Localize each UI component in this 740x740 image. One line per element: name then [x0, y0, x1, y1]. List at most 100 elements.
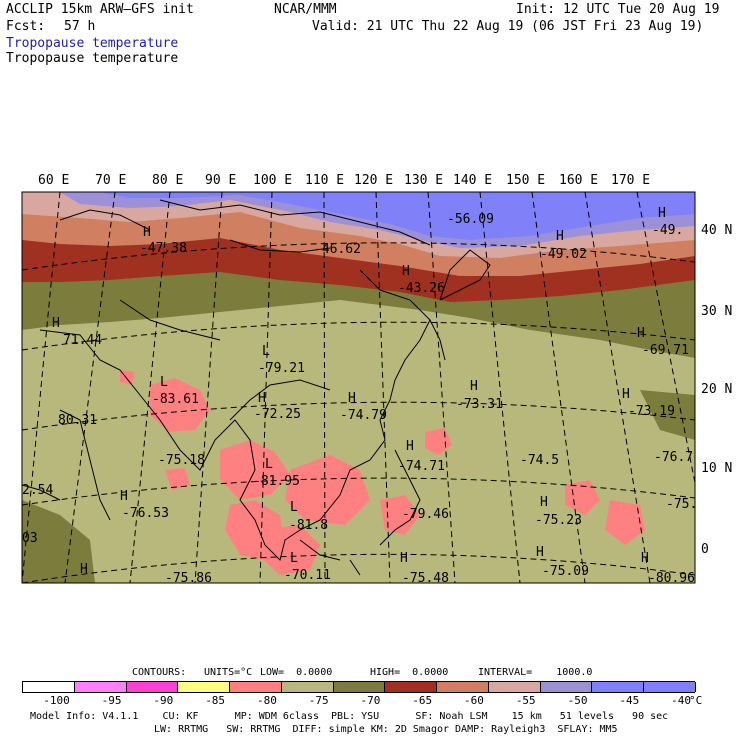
extremum-label: H — [120, 489, 128, 504]
colorbar-tick-label: -55 — [515, 694, 536, 707]
extremum-value: 71.44 — [63, 333, 102, 348]
extremum-value: -75. — [666, 497, 697, 512]
extremum-label: L — [160, 375, 168, 390]
extremum-value: -56.09 — [447, 212, 494, 227]
lon-label: 80 E — [152, 173, 183, 188]
extremum-label: H — [402, 264, 410, 279]
band-olive-se — [640, 390, 695, 440]
lon-label: 100 E — [253, 173, 292, 188]
lat-label: 20 N — [701, 382, 732, 397]
extremum-value: -81.95 — [253, 474, 300, 489]
colorbar-tick-label: -75 — [308, 694, 329, 707]
extremum-value: -49. — [652, 223, 683, 238]
extremum-label: H — [258, 391, 266, 406]
lon-label: 70 E — [95, 173, 126, 188]
colorbar-swatch — [488, 682, 541, 692]
extremum-value: -80.96 — [648, 571, 695, 586]
colorbar-swatch — [540, 682, 593, 692]
extremum-value: -75.18 — [158, 453, 205, 468]
colorbar-swatch — [592, 682, 645, 692]
extremum-label: L — [262, 344, 270, 359]
colorbar-swatch — [333, 682, 386, 692]
extremum-value: -79.21 — [258, 361, 305, 376]
contours-low: LOW= 0.0000 — [260, 667, 333, 678]
extremum-label: L — [265, 457, 273, 472]
model-info-line2: LW: RRTMG SW: RRTMG DIFF: simple KM: 2D … — [154, 724, 618, 735]
colorbar-tick-label: -70 — [360, 694, 381, 707]
extrema-labels: H -47.38 -46.62 -56.09 H -49.02 H -49. H… — [22, 206, 697, 586]
valid-time: Valid: 21 UTC Thu 22 Aug 19 (06 JST Fri … — [312, 19, 704, 34]
colorbar-tick-label: -50 — [567, 694, 588, 707]
colorbar-tick-label: -40 — [671, 694, 691, 707]
lon-label: 130 E — [404, 173, 443, 188]
lat-label: 0 — [701, 542, 709, 557]
lon-label: 90 E — [205, 173, 236, 188]
lon-label: 120 E — [354, 173, 393, 188]
colorbar-swatch — [437, 682, 489, 692]
colorbar-tick-label: -95 — [101, 694, 122, 707]
extremum-label: H — [641, 551, 649, 566]
lon-label: 110 E — [305, 173, 344, 188]
extremum-label: H — [556, 229, 564, 244]
latitude-labels: 40 N 30 N 20 N 10 N 0 — [701, 223, 732, 557]
colorbar-swatch — [23, 682, 75, 692]
extremum-value: -75.23 — [535, 513, 582, 528]
colorbar-tick-label: -90 — [153, 694, 174, 707]
extremum-label: L — [290, 500, 298, 515]
extremum-value: -83.61 — [152, 392, 199, 407]
extremum-value: 03 — [22, 531, 38, 546]
contours-units: UNITS=°C — [204, 667, 253, 678]
extremum-value: -74.79 — [340, 408, 387, 423]
colorbar-swatch — [385, 682, 438, 692]
map-frame — [21, 191, 696, 584]
extremum-value: -74.71 — [398, 459, 445, 474]
extremum-value: -76.53 — [122, 506, 169, 521]
band-olive-sw — [22, 500, 95, 583]
extremum-label: H — [470, 379, 478, 394]
model-info-line1: Model Info: V4.1.1 CU: KF MP: WDM 6class… — [30, 711, 669, 722]
colorbar-swatch — [178, 682, 231, 692]
longitude-labels: 60 E 70 E 80 E 90 E 100 E 110 E 120 E 13… — [38, 173, 650, 188]
extremum-label: H — [658, 206, 666, 221]
colorbar-swatch — [644, 682, 696, 692]
colorbar-tick-label: -45 — [619, 694, 640, 707]
field-title-plain: Tropopause temperature — [6, 51, 179, 66]
extremum-value: -46.62 — [314, 242, 361, 257]
extremum-value: -70.11 — [284, 568, 331, 583]
extremum-label: H — [80, 562, 88, 577]
extremum-value: -43.26 — [398, 281, 445, 296]
extremum-label: H — [406, 439, 414, 454]
extremum-label: H — [52, 316, 60, 331]
extremum-label: H — [143, 225, 151, 240]
colorbar-tick-label: -100 — [43, 694, 70, 707]
cold-patches — [120, 370, 645, 575]
lat-label: 10 N — [701, 461, 732, 476]
extremum-value: -75.09 — [542, 564, 589, 579]
extremum-value: -75.86 — [165, 571, 212, 586]
extremum-value: -76.7 — [654, 450, 693, 465]
colorbar — [22, 681, 696, 693]
contours-interval: INTERVAL= 1000.0 — [478, 667, 593, 678]
extremum-value: 2.54 — [22, 483, 53, 498]
colorbar-swatch — [74, 682, 127, 692]
extremum-value: -72.25 — [254, 407, 301, 422]
contours-label: CONTOURS: — [132, 667, 187, 678]
extremum-value: 80.31 — [58, 413, 97, 428]
contours-high: HIGH= 0.0000 — [370, 667, 449, 678]
extremum-value: -69.71 — [642, 343, 689, 358]
extremum-value: -81.8 — [289, 518, 328, 533]
extremum-label: H — [348, 391, 356, 406]
extremum-label: H — [536, 545, 544, 560]
colorbar-tick-label: -85 — [205, 694, 226, 707]
extremum-value: -49.02 — [540, 247, 587, 262]
band-blue — [100, 192, 695, 240]
extremum-value: -73.19 — [628, 404, 675, 419]
lat-label: 40 N — [701, 223, 732, 238]
forecast-label: Fcst: — [6, 19, 46, 34]
extremum-label: H — [400, 551, 408, 566]
colorbar-tick-label: -65 — [412, 694, 433, 707]
extremum-value: -79.46 — [402, 507, 449, 522]
field-title-colored: Tropopause temperature — [6, 36, 179, 51]
colorbar-tick-label: -60 — [464, 694, 484, 707]
model-title: ACCLIP 15km ARW—GFS init — [6, 2, 194, 17]
